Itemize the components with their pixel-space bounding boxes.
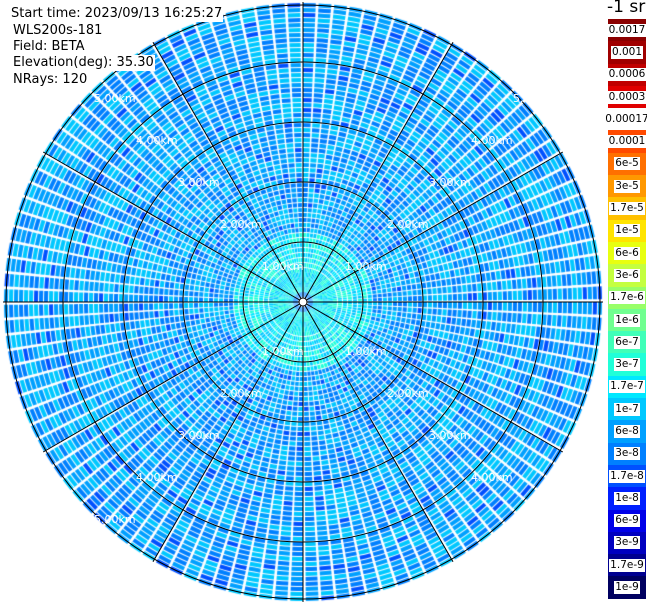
azimuth-spoke [152, 301, 304, 563]
colorbar-band: 0.001 [608, 41, 646, 64]
colorbar-tick-label: 1.7e-7 [609, 380, 645, 394]
colorbar-tick-label: 3e-8 [614, 447, 640, 461]
nrays-label: NRays: 120 [12, 72, 89, 88]
range-ring-label: 3.00km [429, 176, 471, 189]
colorbar-band: 0.00017 [604, 108, 647, 131]
colorbar-band: 1e-5 [608, 219, 646, 242]
range-ring-label: 1.00km [345, 260, 387, 273]
colorbar-tick-label: 1.7e-8 [609, 469, 645, 483]
range-ring-label: 2.00km [220, 387, 262, 400]
colorbar-tick-label: 1.7e-6 [609, 291, 645, 305]
colorbar-band: 1.7e-5 [608, 197, 646, 220]
colorbar-band: 3e-6 [608, 264, 646, 287]
colorbar-band: 6e-8 [608, 420, 646, 443]
colorbar-band: 3e-7 [608, 353, 646, 376]
colorbar-band: 0.0006 [607, 63, 647, 86]
colorbar-band: 3e-8 [608, 442, 646, 465]
colorbar-tick-label: 6e-7 [614, 335, 640, 349]
colorbar-tick-label: 0.0001 [607, 135, 647, 149]
colorbar-band: 6e-5 [608, 152, 646, 176]
colorbar-tick-label: 6e-5 [614, 157, 640, 171]
colorbar-tick-label: 3e-5 [614, 179, 640, 193]
colorbar-tick-label: 6e-9 [614, 514, 640, 528]
colorbar-band: 1e-7 [608, 398, 646, 421]
colorbar-band: 1e-6 [608, 308, 646, 332]
azimuth-spoke [42, 301, 304, 453]
colorbar-tick-label: 0.00017 [604, 112, 647, 126]
colorbar-band: 0.0017 [607, 19, 647, 42]
range-ring-label: 2.00km [220, 218, 262, 231]
colorbar-tick-label: 1e-8 [614, 491, 640, 505]
colorbar-band: 0.0003 [607, 85, 647, 109]
range-ring-label: 1.00km [262, 345, 304, 358]
colorbar-tick-label: 3e-6 [614, 268, 640, 282]
colorbar-band: 0.0001 [607, 130, 647, 153]
start-time-label: Start time: 2023/09/13 16:25:27 [10, 6, 224, 22]
range-ring-label: 1.00km [262, 260, 304, 273]
colorbar-tick-label: 6e-6 [614, 246, 640, 260]
range-ring-label: 5.00km [513, 513, 555, 526]
range-ring-label: 4.00km [136, 471, 178, 484]
radar-center-marker [298, 297, 308, 307]
colorbar-tick-label: 1e-6 [614, 313, 640, 327]
colorbar-band: 1.7e-6 [608, 286, 646, 309]
azimuth-spoke [302, 301, 564, 453]
range-ring-label: 3.00km [178, 429, 220, 442]
colorbar-band: 6e-6 [608, 241, 646, 265]
colorbar-band: 1.7e-7 [608, 375, 646, 399]
colorbar-band: 6e-9 [608, 509, 646, 532]
range-ring-label: 5.00km [94, 513, 136, 526]
colorbar-band: 6e-7 [608, 331, 646, 354]
colorbar-tick-label: 0.0003 [607, 90, 647, 104]
azimuth-spoke [42, 151, 304, 303]
colorbar-band: 3e-9 [608, 531, 646, 555]
instrument-label: WLS200s-181 [12, 23, 104, 39]
elevation-label: Elevation(deg): 35.30 [12, 55, 155, 71]
colorbar-tick-label: 1e-5 [614, 224, 640, 238]
azimuth-spoke [152, 41, 304, 303]
range-ring-label: 4.00km [471, 134, 513, 147]
colorbar-tick-label: 0.0017 [607, 23, 647, 37]
range-ring-label: 4.00km [471, 471, 513, 484]
colorbar-band: 3e-5 [608, 175, 646, 198]
colorbar-tick-label: 1.7e-9 [609, 558, 645, 572]
colorbar-band: 1e-9 [608, 576, 646, 599]
colorbar-tick-label: 1e-9 [614, 581, 640, 595]
range-ring-label: 1.00km [345, 345, 387, 358]
colorbar: 0.0017 0.001 0.0006 0.0003 0.00017 0.0001 6e-5… [604, 19, 647, 599]
colorbar-tick-label: 3e-9 [614, 536, 640, 550]
colorbar-band: 1e-8 [608, 487, 646, 510]
range-ring-label: 3.00km [429, 429, 471, 442]
colorbar-tick-label: 3e-7 [614, 358, 640, 372]
range-ring-label: 2.00km [387, 387, 429, 400]
colorbar-tick-label: 0.001 [610, 45, 644, 59]
colorbar-tick-label: 1e-7 [614, 402, 640, 416]
azimuth-spoke [302, 301, 454, 563]
range-ring-label: 2.00km [387, 218, 429, 231]
range-ring-label: 3.00km [178, 176, 220, 189]
colorbar-tick-label: 6e-8 [614, 424, 640, 438]
range-ring-label: 5.00km [513, 92, 555, 105]
colorbar-band: 1.7e-8 [608, 464, 646, 488]
field-label: Field: BETA [12, 39, 86, 55]
colorbar-title: -1 sr [607, 0, 646, 17]
colorbar-band: 1.7e-9 [608, 554, 646, 577]
colorbar-tick-label: 1.7e-5 [609, 202, 645, 216]
range-ring-label: 5.00km [94, 92, 136, 105]
azimuth-spoke [302, 41, 454, 303]
azimuth-spoke [302, 151, 564, 303]
range-ring-label: 4.00km [136, 134, 178, 147]
colorbar-tick-label: 0.0006 [607, 68, 647, 82]
